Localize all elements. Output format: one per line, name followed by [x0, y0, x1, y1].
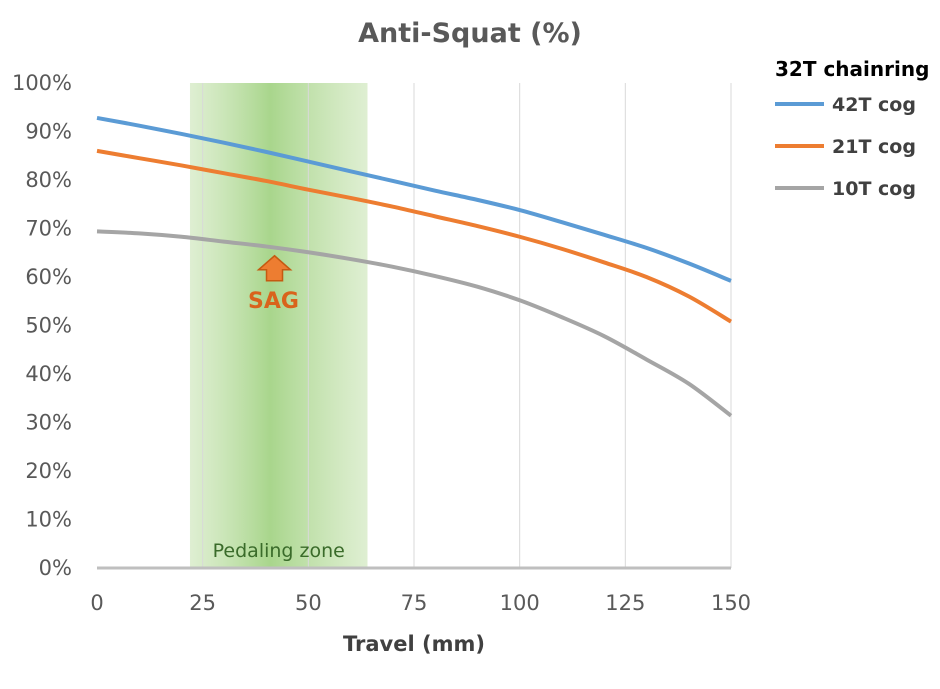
sag-label: SAG — [248, 289, 299, 314]
legend-label: 10T cog — [832, 178, 916, 200]
x-tick-label: 25 — [189, 591, 216, 615]
legend-label: 42T cog — [832, 94, 916, 116]
y-tick-label: 70% — [25, 217, 72, 241]
y-tick-label: 90% — [25, 120, 72, 144]
pedaling-zone-label: Pedaling zone — [213, 540, 345, 562]
y-tick-label: 50% — [25, 314, 72, 338]
x-tick-label: 100 — [500, 591, 540, 615]
y-tick-label: 10% — [25, 508, 72, 532]
legend-title: 32T chainring — [775, 57, 929, 81]
axes: 0 25 50 75 100 125 150 0% 10% 20% 30% 40% 50% 60% 70% 8… — [12, 71, 751, 615]
series-lines — [96, 115, 733, 418]
legend: 32T chainring 42T cog 21T cog 10T cog — [775, 57, 929, 200]
series-line-21t-cog — [96, 148, 733, 324]
gridlines — [202, 83, 732, 568]
x-tick-label: 75 — [401, 591, 428, 615]
y-tick-label: 30% — [25, 411, 72, 435]
x-tick-label: 50 — [295, 591, 322, 615]
x-tick-label: 150 — [711, 591, 751, 615]
y-tick-label: 100% — [12, 71, 72, 95]
y-tick-label: 40% — [25, 362, 72, 386]
chart-title: Anti-Squat (%) — [358, 18, 582, 49]
x-tick-label: 125 — [605, 591, 645, 615]
y-tick-label: 80% — [25, 168, 72, 192]
x-axis-title: Travel (mm) — [343, 632, 485, 656]
y-tick-label: 60% — [25, 265, 72, 289]
sag-arrow-icon — [256, 254, 293, 282]
y-tick-label: 20% — [25, 459, 72, 483]
pedaling-zone-band — [189, 83, 368, 568]
legend-label: 21T cog — [832, 136, 916, 158]
series-line-42t-cog — [96, 115, 732, 283]
series-line-10t-cog — [96, 229, 733, 418]
x-tick-label: 0 — [90, 591, 103, 615]
y-tick-label: 0% — [39, 556, 72, 580]
